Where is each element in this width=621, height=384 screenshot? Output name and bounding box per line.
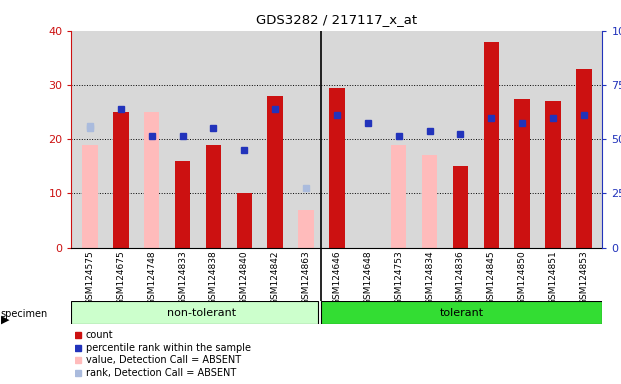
Bar [113, 112, 129, 248]
Text: GDS3282 / 217117_x_at: GDS3282 / 217117_x_at [256, 13, 417, 26]
Text: specimen: specimen [1, 309, 48, 319]
Text: GSM124863: GSM124863 [302, 250, 310, 305]
Text: non-tolerant: non-tolerant [166, 308, 235, 318]
Bar [237, 194, 252, 248]
Bar [322, 301, 602, 324]
Bar [144, 112, 160, 248]
Text: rank, Detection Call = ABSENT: rank, Detection Call = ABSENT [86, 368, 236, 378]
Bar [268, 96, 283, 248]
Text: value, Detection Call = ABSENT: value, Detection Call = ABSENT [86, 355, 241, 365]
Bar [545, 101, 561, 248]
Text: GSM124748: GSM124748 [147, 250, 156, 305]
Text: GSM124833: GSM124833 [178, 250, 187, 305]
Bar [514, 99, 530, 248]
Text: count: count [86, 330, 113, 340]
Bar [576, 69, 592, 248]
Bar [422, 156, 437, 248]
Bar [391, 145, 406, 248]
Text: GSM124675: GSM124675 [116, 250, 125, 305]
Bar [329, 88, 345, 248]
Text: percentile rank within the sample: percentile rank within the sample [86, 343, 251, 353]
Bar [206, 145, 221, 248]
Bar [298, 210, 314, 248]
Bar [453, 166, 468, 248]
Bar [391, 156, 406, 248]
Text: GSM124648: GSM124648 [363, 250, 372, 305]
Text: GSM124575: GSM124575 [86, 250, 94, 305]
Text: GSM124853: GSM124853 [579, 250, 588, 305]
Bar [71, 301, 319, 324]
Bar [484, 41, 499, 248]
Text: GSM124838: GSM124838 [209, 250, 218, 305]
Text: GSM124834: GSM124834 [425, 250, 434, 305]
Text: GSM124845: GSM124845 [487, 250, 496, 305]
Text: GSM124851: GSM124851 [548, 250, 558, 305]
Text: GSM124646: GSM124646 [332, 250, 342, 305]
Text: GSM124842: GSM124842 [271, 250, 279, 305]
Text: ▶: ▶ [1, 314, 9, 324]
Text: GSM124850: GSM124850 [518, 250, 527, 305]
Bar [82, 145, 97, 248]
Text: tolerant: tolerant [440, 308, 484, 318]
Text: GSM124840: GSM124840 [240, 250, 249, 305]
Text: GSM124836: GSM124836 [456, 250, 465, 305]
Text: GSM124753: GSM124753 [394, 250, 403, 305]
Bar [175, 161, 190, 248]
